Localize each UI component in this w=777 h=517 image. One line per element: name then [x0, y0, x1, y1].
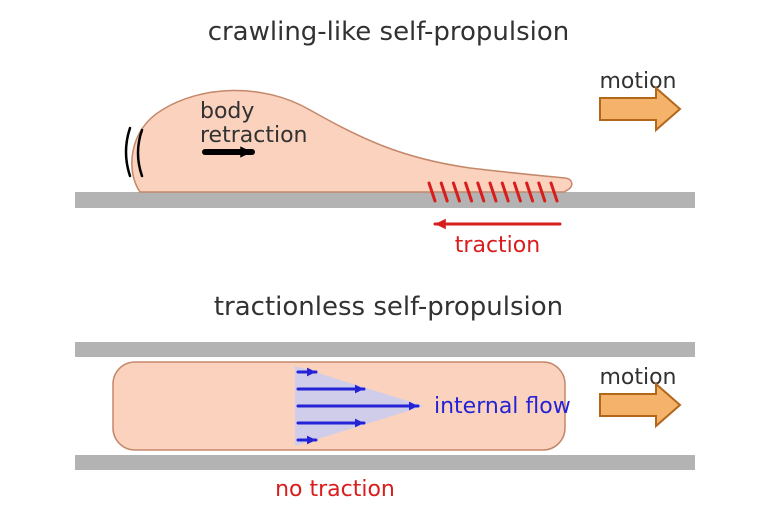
body-retraction-label-2: retraction: [200, 123, 308, 148]
retraction-wave-0: [126, 128, 130, 176]
bottom-motion-label: motion: [599, 365, 676, 390]
bottom-motion-arrow: [600, 384, 680, 426]
top-motion-arrow: [600, 88, 680, 130]
body-retraction-label-1: body: [200, 99, 254, 124]
crawling-cell: [132, 90, 572, 192]
top-title: crawling-like self-propulsion: [208, 17, 570, 47]
traction-label: traction: [455, 233, 540, 258]
bottom-title: tractionless self-propulsion: [214, 292, 563, 322]
no-traction-label: no traction: [275, 477, 395, 502]
bottom-surface-1: [75, 455, 695, 470]
traction-arrow: [435, 219, 560, 229]
top-surface: [75, 192, 695, 208]
bottom-surface-0: [75, 342, 695, 357]
internal-flow-label: internal flow: [434, 394, 571, 419]
top-motion-label: motion: [599, 69, 676, 94]
